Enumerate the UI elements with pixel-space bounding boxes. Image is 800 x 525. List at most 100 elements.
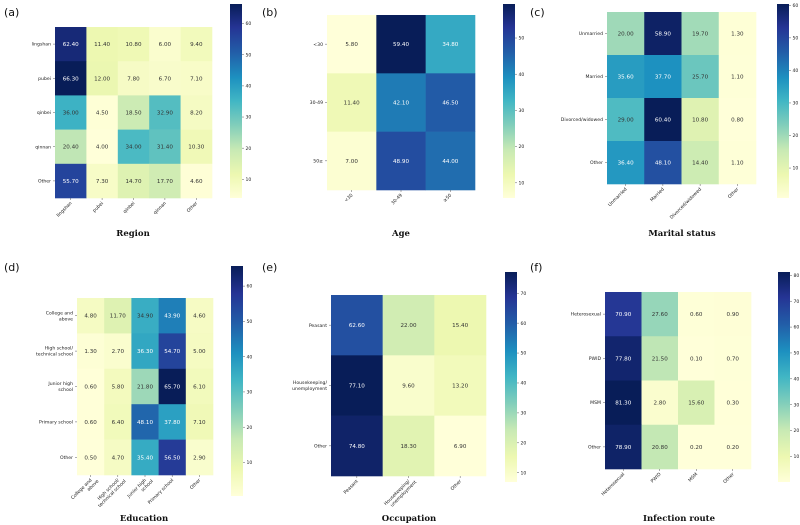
cell-value-label: 4.60 [190, 179, 203, 185]
cell-value-label: 1.10 [731, 75, 744, 81]
heatmap-cell [425, 73, 476, 132]
heatmap-cell [376, 73, 426, 132]
row-tick-label: 50≥ [313, 158, 323, 164]
heatmap-cell [185, 439, 214, 476]
col-tick-label: Housekeeping/unemployment [383, 475, 418, 510]
panel-label: (e) [262, 261, 277, 274]
row-tick-label: Peasant [309, 323, 327, 329]
col-tick-label: Divorced/widowed [669, 187, 703, 221]
cell-value-label: 4.00 [96, 145, 109, 151]
cell-value-label: 43.90 [164, 314, 180, 320]
row-tick-label: qinnan [35, 144, 51, 150]
axis-title: Age [391, 229, 411, 239]
heatmap-cell [718, 12, 757, 56]
colorbar-tick-label: 40 [246, 83, 252, 89]
colorbar-tick-label: 30 [794, 402, 800, 408]
heatmap-cell [55, 61, 87, 96]
row-tick-label: Divorced/widowed [561, 117, 603, 123]
heatmap-cell [331, 415, 383, 477]
cell-value-label: 0.20 [690, 445, 703, 451]
col-tick-label: Other [450, 479, 464, 493]
cell-value-label: 10.30 [188, 145, 204, 151]
heatmap-cell [425, 131, 476, 191]
heatmap-cell [180, 61, 213, 96]
cell-value-label: 54.70 [164, 349, 180, 355]
heatmap-cell [55, 95, 87, 130]
cell-value-label: 9.60 [402, 384, 415, 390]
cell-value-label: 11.70 [110, 314, 126, 320]
heatmap-cell [641, 424, 679, 470]
cell-value-label: 11.40 [344, 101, 360, 107]
heatmap-cell [149, 129, 181, 165]
cell-value-label: 0.90 [727, 312, 740, 318]
col-tick-label: pubei [92, 201, 105, 214]
cell-value-label: 17.70 [157, 179, 173, 185]
heatmap-panel: (a) 62.40 11.40 10.80 6.00 9.40 66.30 12.00 7.80… [4, 4, 251, 239]
cell-value-label: 48.10 [137, 420, 153, 426]
cell-value-label: 5.80 [112, 385, 125, 391]
col-tick-label: Other [186, 201, 200, 215]
panel-label: (c) [530, 6, 545, 19]
colorbar-tick-label: 60 [521, 321, 527, 327]
colorbar-tick-label: 10 [794, 454, 800, 460]
colorbar-tick-label: 30 [521, 410, 527, 416]
heatmap-cell [86, 163, 119, 199]
heatmap-cell [86, 129, 119, 165]
heatmap-cell [681, 12, 720, 56]
heatmap-cell [641, 336, 679, 381]
heatmap-cell [605, 380, 642, 426]
heatmap-cell [644, 98, 682, 142]
heatmap-cell [714, 336, 752, 381]
cell-value-label: 62.40 [63, 42, 79, 48]
heatmap-cell [86, 27, 119, 62]
cell-value-label: 0.60 [84, 385, 97, 391]
colorbar-tick-label: 30 [793, 101, 799, 107]
cell-value-label: 5.80 [345, 42, 358, 48]
cell-value-label: 14.70 [125, 179, 141, 185]
cell-value-label: 78.90 [615, 445, 631, 451]
heatmap-cell [714, 380, 752, 426]
cell-value-label: 66.30 [63, 76, 79, 82]
heatmap-cell [376, 15, 426, 74]
cell-value-label: 25.70 [692, 75, 708, 81]
heatmap-cell [77, 439, 105, 476]
cell-value-label: 48.90 [393, 159, 409, 165]
cell-value-label: 21.50 [652, 356, 668, 362]
col-tick-label: Peasant [343, 478, 360, 495]
colorbar-tick-label: 50 [247, 319, 253, 325]
heatmap-cell [644, 55, 682, 99]
cell-value-label: 7.10 [193, 420, 206, 426]
heatmap-panel: (e) 62.60 22.00 15.40 77.10 9.60 13.20 74.80 18.… [262, 261, 526, 524]
heatmap-cell [382, 415, 435, 477]
cell-value-label: 36.00 [63, 111, 79, 117]
cell-value-label: 35.60 [618, 75, 634, 81]
heatmap-cell [55, 129, 87, 165]
colorbar-tick-label: 40 [521, 381, 527, 387]
heatmap-cell [117, 95, 150, 130]
panel-label: (d) [4, 261, 20, 274]
cell-value-label: 4.80 [84, 314, 97, 320]
colorbar-tick-label: 30 [519, 108, 525, 114]
cell-value-label: 48.10 [655, 161, 671, 167]
heatmap-panel: (d) 4.80 11.70 34.90 43.90 4.60 1.30 2.70 36.30 5… [4, 261, 252, 524]
heatmap-cell [718, 55, 757, 99]
heatmap-cell [607, 55, 645, 99]
cell-value-label: 55.70 [63, 179, 79, 185]
cell-value-label: 12.00 [94, 76, 110, 82]
heatmap-cell [158, 439, 187, 476]
row-tick-label: Other [590, 160, 603, 166]
cell-value-label: 10.80 [692, 118, 708, 124]
heatmap-cell [714, 292, 752, 337]
row-tick-label: qinbei [37, 110, 51, 116]
colorbar [777, 4, 789, 198]
cell-value-label: 18.50 [125, 111, 141, 117]
cell-value-label: 37.70 [655, 75, 671, 81]
cell-value-label: 81.30 [615, 401, 631, 407]
col-tick-label: Other [722, 472, 736, 486]
row-tick-label: Other [38, 179, 51, 185]
cell-value-label: 65.70 [164, 385, 180, 391]
heatmap-cell [117, 163, 150, 199]
row-tick-label: Married [586, 74, 604, 80]
heatmap-cell [104, 404, 132, 440]
